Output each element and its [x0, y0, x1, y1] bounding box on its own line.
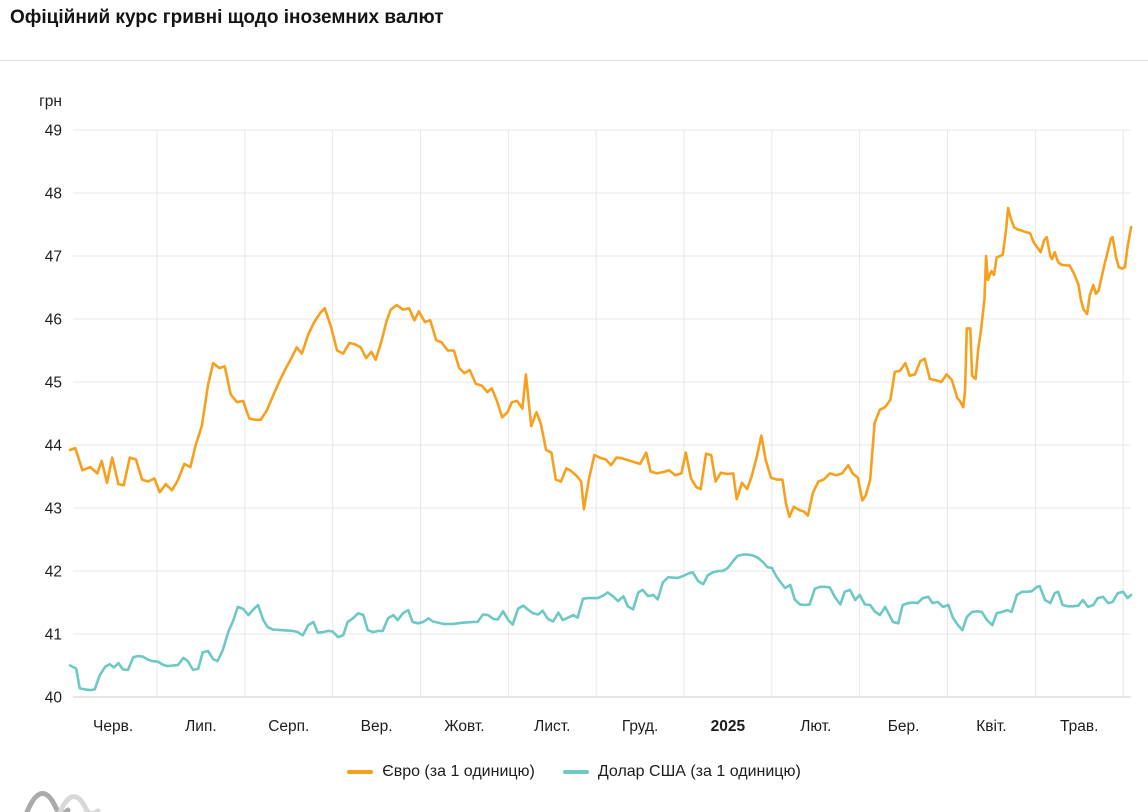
- y-tick-label: 44: [45, 438, 63, 455]
- y-tick-label: 43: [45, 501, 62, 518]
- exchange-rate-chart[interactable]: 40 41 42 43 44 45 46 47 48 49 грн Черв. Лип. Серп. Вер…: [0, 60, 1148, 750]
- x-tick-label: 2025: [711, 718, 746, 735]
- header-divider: [0, 60, 1148, 61]
- chart-legend: Євро (за 1 одиницю) Долар США (за 1 один…: [0, 763, 1148, 781]
- chart-header: Офіційний курс гривні щодо іноземних вал…: [0, 0, 1148, 60]
- x-tick-label: Вер.: [361, 718, 393, 735]
- x-tick-label: Бер.: [888, 718, 920, 735]
- x-tick-label: Трав.: [1060, 718, 1098, 735]
- y-tick-label: 40: [45, 690, 63, 707]
- y-axis-unit-label: грн: [39, 93, 62, 110]
- x-tick-label: Серп.: [268, 718, 309, 735]
- y-tick-label: 45: [45, 375, 62, 392]
- legend-label-usd: Долар США (за 1 одиницю): [597, 763, 801, 780]
- legend-label-euro: Євро (за 1 одиницю): [382, 763, 535, 780]
- x-tick-label: Черв.: [93, 718, 133, 735]
- legend-item-euro[interactable]: Євро (за 1 одиницю): [347, 763, 535, 781]
- y-tick-label: 47: [45, 249, 62, 266]
- x-tick-label: Жовт.: [444, 718, 484, 735]
- page-title: Офіційний курс гривні щодо іноземних вал…: [10, 7, 444, 28]
- y-tick-label: 42: [45, 564, 62, 581]
- x-tick-label: Груд.: [622, 718, 659, 735]
- x-tick-label: Лист.: [534, 718, 570, 735]
- y-tick-label: 46: [45, 312, 62, 329]
- y-tick-label: 48: [45, 186, 62, 203]
- mountains-logo-icon: [24, 791, 101, 812]
- x-tick-label: Квіт.: [976, 718, 1006, 735]
- x-tick-label: Лют.: [800, 718, 831, 735]
- usd-line-swatch: [562, 770, 589, 774]
- euro-line-swatch: [347, 770, 374, 774]
- x-tick-label: Лип.: [185, 718, 217, 735]
- usd-line: [68, 553, 1133, 692]
- euro-line: [68, 206, 1133, 519]
- y-tick-label: 49: [45, 123, 62, 140]
- legend-item-usd[interactable]: Долар США (за 1 одиницю): [562, 763, 801, 781]
- y-tick-label: 41: [45, 627, 62, 644]
